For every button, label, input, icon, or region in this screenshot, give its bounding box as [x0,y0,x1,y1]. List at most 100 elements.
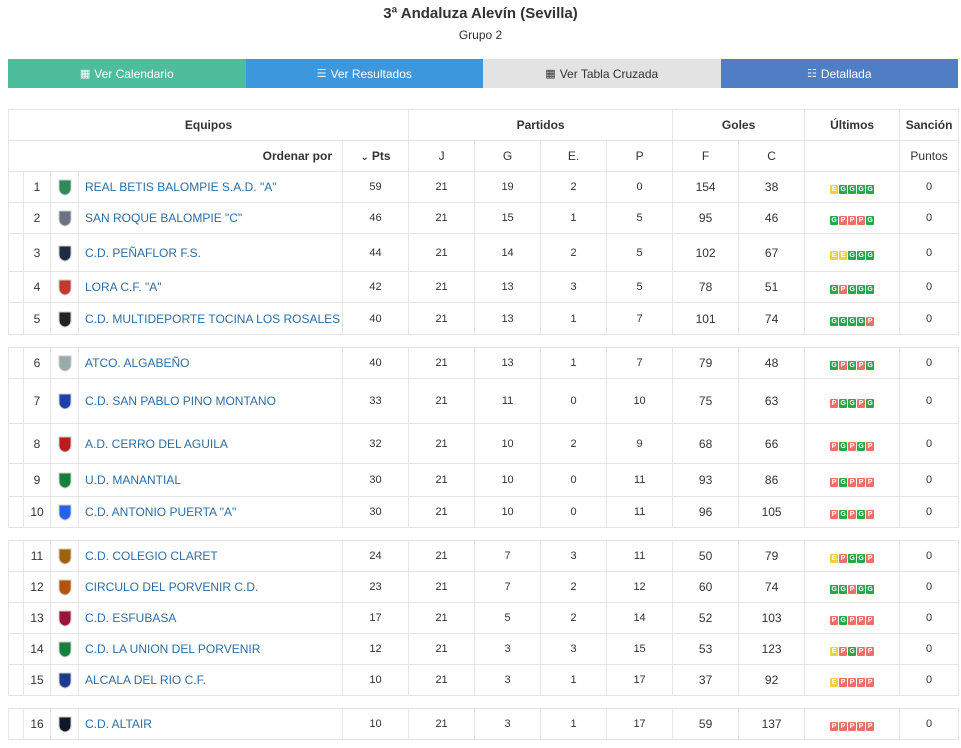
group-separator [8,334,959,348]
team-name-link[interactable]: ALCALA DEL RIO C.F. [78,664,343,696]
team-name[interactable]: C.D. ESFUBASA [85,611,177,625]
separator-cell [8,695,959,709]
sanction-header: Sanción [899,109,960,141]
team-name-link[interactable]: SAN ROQUE BALOMPIE "C" [78,202,343,234]
table-row[interactable]: 2 SAN ROQUE BALOMPIE "C" 46 21 15 1 5 95 46 G P P P G… [8,202,960,234]
team-crest [50,664,79,696]
lost-cell: 0 [606,171,674,203]
team-name-link[interactable]: U.D. MANANTIAL [78,463,343,497]
team-name-link[interactable]: ATCO. ALGABEÑO [78,347,343,379]
team-name-link[interactable]: C.D. SAN PABLO PINO MONTANO [78,378,343,424]
result-badge: P [839,554,848,563]
table-row[interactable]: 13 C.D. ESFUBASA 17 21 5 2 14 52 103 P G P P P 0 [8,602,960,634]
drawn-cell: 1 [540,202,608,234]
team-name[interactable]: LORA C.F. "A" [85,280,162,294]
goals-against-cell: 74 [738,571,806,603]
position-cell: 6 [23,347,51,379]
team-name[interactable]: ATCO. ALGABEÑO [85,356,190,370]
position-cell: 9 [23,463,51,497]
team-name[interactable]: REAL BETIS BALOMPIE S.A.D. "A" [85,180,277,194]
team-name-link[interactable]: C.D. PEÑAFLOR F.S. [78,233,343,272]
team-name[interactable]: C.D. LA UNION DEL PORVENIR [85,642,261,656]
team-name-link[interactable]: REAL BETIS BALOMPIE S.A.D. "A" [78,171,343,203]
results-button[interactable]: ☰ Ver Resultados [245,59,483,88]
table-row[interactable]: 14 C.D. LA UNION DEL PORVENIR 12 21 3 3 15 53 12… [8,633,960,665]
played-cell: 21 [408,571,476,603]
goals-against-cell: 123 [738,633,806,665]
table-row[interactable]: 10 C.D. ANTONIO PUERTA "A" 30 21 10 0 11 96 105 P… [8,496,960,528]
table-row[interactable]: 7 C.D. SAN PABLO PINO MONTANO 33 21 11 0 10 75 6… [8,378,960,424]
team-name-link[interactable]: LORA C.F. "A" [78,271,343,303]
team-name-link[interactable]: C.D. ANTONIO PUERTA "A" [78,496,343,528]
goals-for-cell: 101 [672,302,740,335]
lost-header: P [606,140,674,172]
result-badge: E [830,678,839,687]
result-badge: G [848,399,857,408]
team-name-link[interactable]: A.D. CERRO DEL AGUILA [78,423,343,464]
result-badge: G [866,185,875,194]
result-badge: P [866,478,875,487]
team-name[interactable]: SAN ROQUE BALOMPIE "C" [85,211,243,225]
table-row[interactable]: 6 ATCO. ALGABEÑO 40 21 13 1 7 79 48 G P G P G 0 [8,347,960,379]
team-crest-icon [57,435,73,453]
detailed-button[interactable]: ☷ Detallada [720,59,958,88]
result-badge: P [866,554,875,563]
team-name[interactable]: C.D. SAN PABLO PINO MONTANO [85,394,276,408]
team-name[interactable]: A.D. CERRO DEL AGUILA [85,436,228,451]
lost-cell: 17 [606,708,674,740]
table-row[interactable]: 16 C.D. ALTAIR 10 21 3 1 17 59 137 P P P P P 0 [8,708,960,740]
team-name-link[interactable]: C.D. LA UNION DEL PORVENIR [78,633,343,665]
goals-for-cell: 78 [672,271,740,303]
team-crest [50,708,79,740]
team-name-link[interactable]: C.D. ALTAIR [78,708,343,740]
calendar-button-label: Ver Calendario [94,66,174,81]
table-row[interactable]: 1 REAL BETIS BALOMPIE S.A.D. "A" 59 21 19 2 0 1… [8,171,960,203]
team-name-link[interactable]: C.D. ESFUBASA [78,602,343,634]
results-button-label: Ver Resultados [330,66,412,81]
team-name-link[interactable]: C.D. MULTIDEPORTE TOCINA LOS ROSALES [78,302,343,335]
team-name[interactable]: C.D. ALTAIR [85,717,152,731]
table-row[interactable]: 5 C.D. MULTIDEPORTE TOCINA LOS ROSALES 40 2… [8,302,960,335]
team-name-link[interactable]: C.D. COLEGIO CLARET [78,540,343,572]
team-name[interactable]: C.D. PEÑAFLOR F.S. [85,245,202,260]
team-name[interactable]: C.D. MULTIDEPORTE TOCINA LOS ROSALES [85,311,341,326]
calendar-button[interactable]: ▦ Ver Calendario [8,59,246,88]
result-badge: P [830,441,839,451]
team-crest-icon [57,715,73,733]
row-marker [8,202,24,234]
row-marker [8,664,24,696]
points-cell: 23 [341,571,410,603]
table-row[interactable]: 3 C.D. PEÑAFLOR F.S. 44 21 14 2 5 102 67 E E G G G 0 [8,233,960,272]
team-name[interactable]: C.D. COLEGIO CLARET [85,549,218,563]
team-crest-icon [57,178,73,196]
table-row[interactable]: 11 C.D. COLEGIO CLARET 24 21 7 3 11 50 79 E P G G P 0 [8,540,960,572]
table-row[interactable]: 15 ALCALA DEL RIO C.F. 10 21 3 1 17 37 92 E P P P P 0 [8,664,960,696]
won-cell: 7 [474,571,542,603]
table-row[interactable]: 8 A.D. CERRO DEL AGUILA 32 21 10 2 9 68 66 P G P G P 0 [8,423,960,464]
sort-points-header[interactable]: ⌄ Pts [341,140,410,172]
won-cell: 13 [474,302,542,335]
table-row[interactable]: 4 LORA C.F. "A" 42 21 13 3 5 78 51 G P G G G 0 [8,271,960,303]
team-name[interactable]: ALCALA DEL RIO C.F. [85,673,206,687]
result-badge: P [866,616,875,625]
won-cell: 13 [474,347,542,379]
table-row[interactable]: 9 U.D. MANANTIAL 30 21 10 0 11 93 86 P G P P P 0 [8,463,960,497]
goals-for-cell: 60 [672,571,740,603]
team-name[interactable]: U.D. MANANTIAL [85,473,182,487]
result-badge: P [839,285,848,294]
played-cell: 21 [408,347,476,379]
team-name[interactable]: CIRCULO DEL PORVENIR C.D. [85,580,259,594]
result-badge: G [857,185,866,194]
position-cell: 11 [23,540,51,572]
won-cell: 19 [474,171,542,203]
team-name-link[interactable]: CIRCULO DEL PORVENIR C.D. [78,571,343,603]
won-cell: 3 [474,633,542,665]
drawn-cell: 3 [540,271,608,303]
team-name[interactable]: C.D. ANTONIO PUERTA "A" [85,505,237,519]
cross-table-button[interactable]: ▦ Ver Tabla Cruzada [483,59,721,88]
result-badge: G [857,250,866,260]
table-row[interactable]: 12 CIRCULO DEL PORVENIR C.D. 23 21 7 2 12 60 74 G… [8,571,960,603]
